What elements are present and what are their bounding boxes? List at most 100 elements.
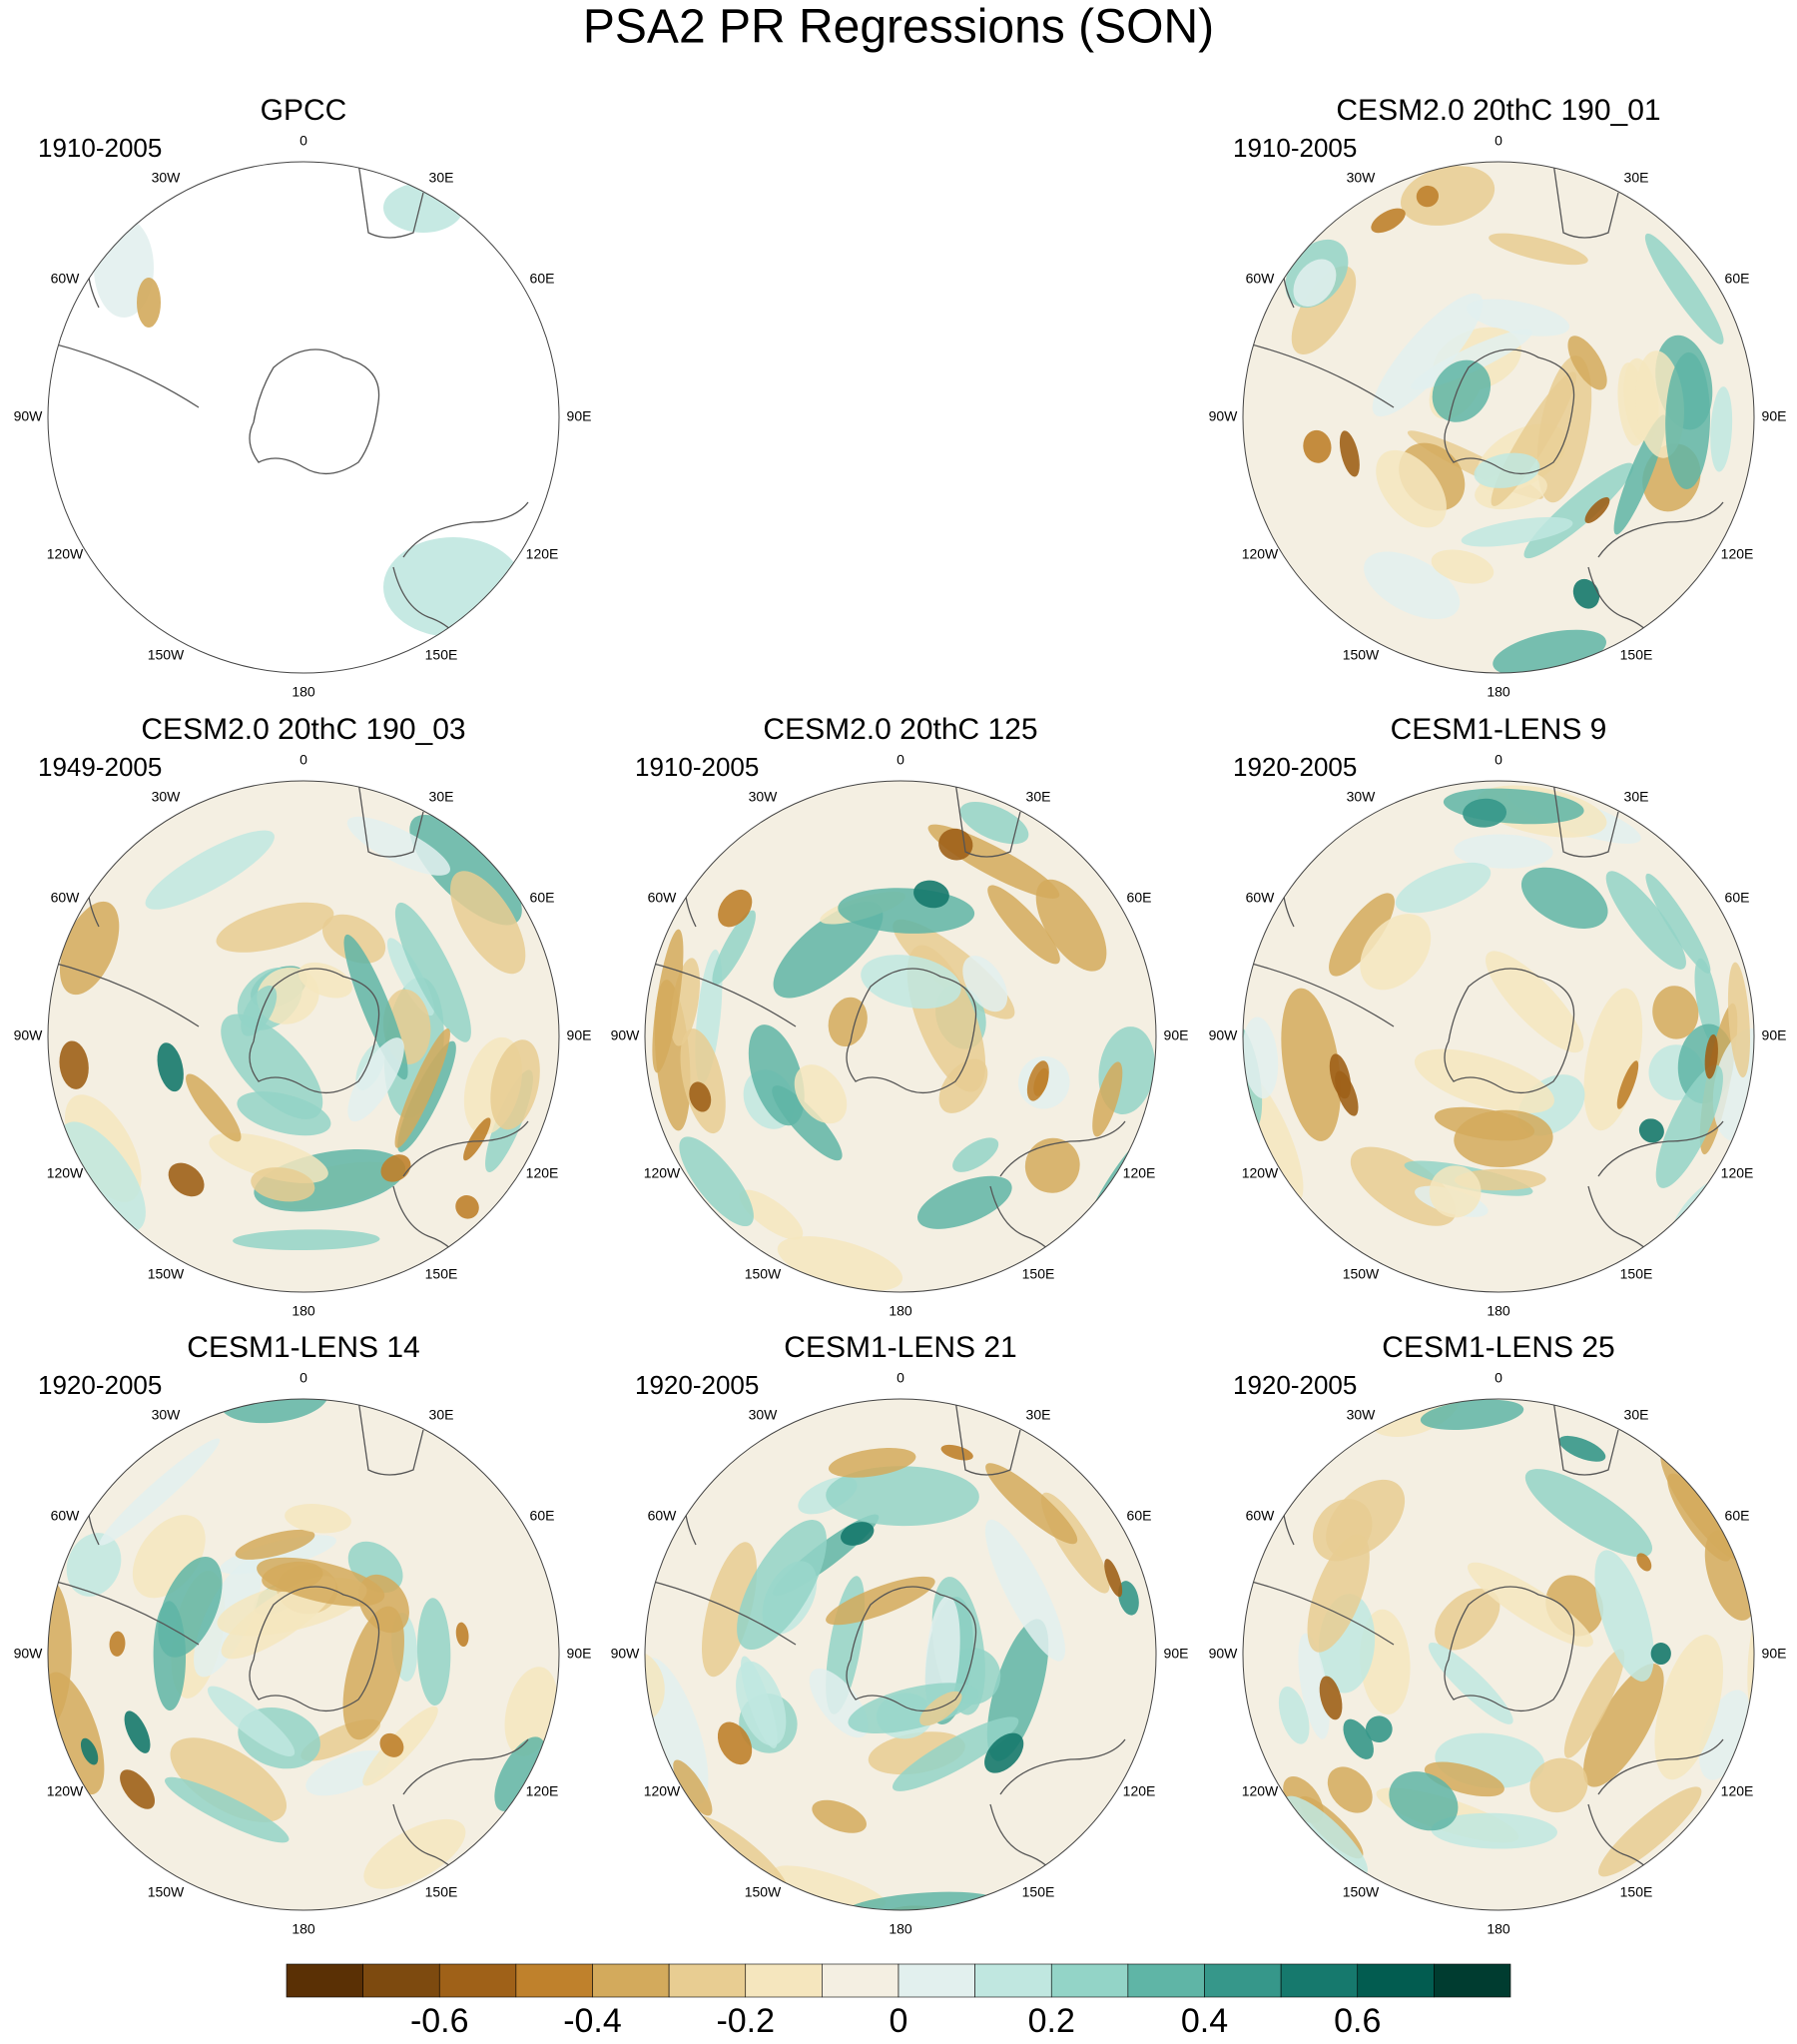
colorbar-box <box>1127 1963 1205 1998</box>
panel-period: 1920-2005 <box>635 1370 759 1400</box>
map-panel: CESM1-LENS 14 1920-2005 0 30E 60E 90E 120E 150E… <box>14 1331 592 1937</box>
colorbar-box <box>1357 1963 1435 1998</box>
precip-core <box>1463 798 1507 828</box>
precip-patch <box>1524 1469 1653 1558</box>
precip-patch <box>1583 1664 1664 1787</box>
precip-patch <box>416 1598 451 1706</box>
precip-core <box>1335 1070 1359 1116</box>
precip-patch <box>1645 873 1711 974</box>
precip-patch <box>1563 1649 1625 1758</box>
precip-core <box>455 1195 479 1219</box>
precip-patch <box>828 1448 916 1478</box>
precip-core <box>1416 185 1440 208</box>
precip-patch <box>1372 293 1484 417</box>
longitude-label: 120E <box>526 1783 559 1799</box>
precip-patch <box>298 962 352 999</box>
precip-core <box>1572 578 1600 609</box>
precip-patch <box>1655 1064 1723 1188</box>
panel-period: 1949-2005 <box>38 752 162 782</box>
precip-patch <box>645 1651 665 1723</box>
longitude-label: 120E <box>1721 1783 1754 1799</box>
longitude-label: 30W <box>152 1407 182 1423</box>
precip-patch <box>1092 1061 1123 1137</box>
precip-patch <box>1594 1550 1654 1682</box>
longitude-label: 90E <box>1762 1646 1787 1662</box>
precip-patch <box>741 1656 778 1748</box>
panel-period: 1920-2005 <box>1233 1370 1357 1400</box>
longitude-label: 120W <box>1242 546 1279 562</box>
longitude-label: 30W <box>1347 170 1377 186</box>
shading <box>1278 1399 1754 1877</box>
precip-patch <box>342 1606 404 1740</box>
longitude-label: 120W <box>1242 1165 1279 1181</box>
precip-patch <box>1644 233 1724 344</box>
precip-patch <box>216 902 334 953</box>
precip-patch <box>1327 1766 1373 1813</box>
precip-core <box>940 1444 973 1461</box>
precip-patch <box>494 1736 546 1811</box>
longitude-label: 120W <box>47 1165 84 1181</box>
precip-patch <box>1652 986 1699 1039</box>
panel-title: CESM2.0 20thC 125 <box>763 713 1037 746</box>
precip-patch <box>251 1167 315 1202</box>
colorbar-box <box>592 1963 670 1998</box>
longitude-label: 180 <box>292 1921 315 1937</box>
precip-patch <box>1278 1686 1310 1744</box>
longitude-label: 60E <box>530 271 555 287</box>
longitude-label: 90E <box>567 1646 592 1662</box>
longitude-label: 60W <box>648 890 678 906</box>
map-boundary <box>644 1398 1157 1911</box>
precip-patch <box>1401 166 1496 226</box>
precip-patch <box>209 1132 328 1183</box>
longitude-label: 60W <box>1246 271 1276 287</box>
longitude-label: 120E <box>526 1165 559 1181</box>
longitude-label: 120E <box>1721 546 1754 562</box>
precip-patch <box>952 1137 999 1172</box>
colorbar-box <box>362 1963 440 1998</box>
colorbar-box <box>822 1963 899 1998</box>
longitude-label: 30W <box>152 170 182 186</box>
shading <box>58 815 540 1251</box>
longitude-label: 0 <box>1495 133 1502 149</box>
precip-core <box>379 1732 404 1757</box>
longitude-label: 150E <box>1620 1884 1653 1900</box>
panel-period: 1910-2005 <box>1233 133 1357 163</box>
longitude-label: 150W <box>1343 1884 1380 1900</box>
longitude-label: 30W <box>749 1407 779 1423</box>
precip-patch <box>1654 1635 1723 1780</box>
longitude-label: 120W <box>47 546 84 562</box>
map-boundary <box>1242 1398 1755 1911</box>
longitude-label: 150E <box>1022 1884 1055 1900</box>
precip-core <box>913 880 949 909</box>
precip-patch <box>739 1189 804 1240</box>
colorbar-tick-label: -0.4 <box>563 2002 622 2040</box>
precip-patch <box>504 1667 558 1756</box>
precip-patch <box>962 956 1008 1013</box>
longitude-label: 0 <box>1495 752 1502 768</box>
longitude-label: 30W <box>1347 1407 1377 1423</box>
longitude-label: 60E <box>530 1508 555 1524</box>
precip-patch <box>1329 893 1395 977</box>
precip-patch <box>1434 1106 1535 1141</box>
precip-core <box>1339 430 1360 477</box>
map-boundary <box>1242 780 1755 1293</box>
precip-patch <box>59 901 120 996</box>
colorbar-box <box>1050 1963 1129 1998</box>
colorbar-box <box>286 1963 363 1998</box>
precip-patch <box>1420 1399 1524 1430</box>
longitude-label: 120E <box>526 546 559 562</box>
longitude-label: 30E <box>429 170 454 186</box>
longitude-label: 60E <box>1127 1508 1152 1524</box>
precip-patch <box>1529 1757 1588 1813</box>
precip-patch <box>702 1542 758 1678</box>
precip-patch <box>843 1891 997 1910</box>
precip-patch <box>712 910 756 986</box>
longitude-label: 30E <box>1026 789 1051 805</box>
longitude-label: 150W <box>1343 1266 1380 1282</box>
precip-patch <box>987 885 1060 965</box>
longitude-label: 180 <box>1487 1303 1510 1319</box>
longitude-label: 120W <box>1242 1783 1279 1799</box>
precip-core <box>1319 1676 1343 1720</box>
longitude-label: 150W <box>745 1884 782 1900</box>
